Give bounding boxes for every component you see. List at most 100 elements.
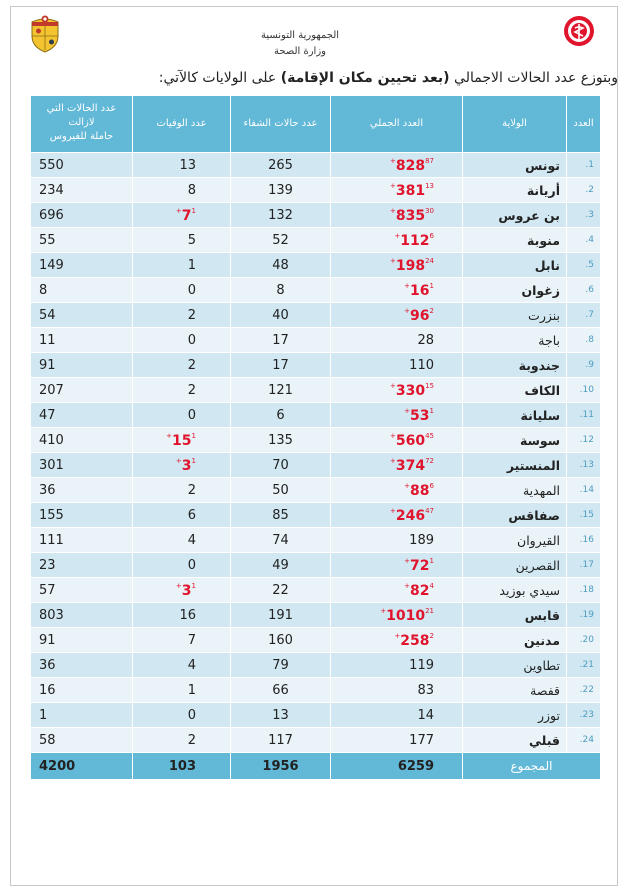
footer-deaths: 103 [132, 752, 231, 780]
total-increment: 6+ [394, 231, 434, 240]
total-cases-value: 96 [410, 307, 430, 324]
death-cases: 0 [132, 327, 231, 353]
death-cases: 0 [132, 402, 231, 428]
death-increment: 1+ [175, 206, 196, 215]
total-increment: 15+ [389, 381, 434, 390]
table-row: 16. القيروان 189 74 4 111 [30, 527, 601, 553]
row-number: 19. [566, 602, 601, 628]
recovered-cases: 132 [230, 202, 331, 228]
recovered-cases: 265 [230, 152, 331, 178]
death-cases: 2 [132, 302, 231, 328]
total-cases-value: 835 [395, 207, 426, 224]
recovered-cases: 52 [230, 227, 331, 253]
total-increment: 1+ [404, 556, 434, 565]
death-cases: 71+ [132, 202, 231, 228]
row-number: 8. [566, 327, 601, 353]
header-deaths: عدد الوفيات [132, 95, 231, 153]
governorate-name: تونس [462, 152, 567, 178]
tunisia-coat-of-arms-icon [28, 14, 62, 58]
total-increment: 72+ [389, 456, 434, 465]
active-cases: 36 [30, 477, 133, 503]
total-cases: 531+ [330, 402, 463, 428]
total-increment: 21+ [380, 606, 434, 615]
active-cases: 23 [30, 552, 133, 578]
row-number: 1. [566, 152, 601, 178]
death-cases-value: 0 [187, 557, 196, 573]
table-row: 1. تونس 82887+ 265 13 550 [30, 152, 601, 178]
total-cases-value: 381 [395, 182, 426, 199]
row-number: 10. [566, 377, 601, 403]
total-cases-value: 177 [409, 732, 434, 748]
total-increment: 87+ [389, 156, 434, 165]
active-cases: 550 [30, 152, 133, 178]
governorate-name: قبلي [462, 727, 567, 753]
death-cases: 5 [132, 227, 231, 253]
row-number: 16. [566, 527, 601, 553]
active-cases: 54 [30, 302, 133, 328]
total-cases-value: 189 [409, 532, 434, 548]
total-cases-value: 14 [417, 707, 434, 723]
active-cases: 47 [30, 402, 133, 428]
total-cases: 2582+ [330, 627, 463, 653]
governorate-name: القصرين [462, 552, 567, 578]
table-row: 7. بنزرت 962+ 40 2 54 [30, 302, 601, 328]
governorate-name: قابس [462, 602, 567, 628]
death-cases-value: 2 [187, 382, 196, 398]
row-number: 23. [566, 702, 601, 728]
table-row: 5. نابل 19824+ 48 1 149 [30, 252, 601, 278]
intro-bold: (بعد تحيين مكان الإقامة) [280, 70, 450, 86]
table-row: 23. توزر 14 13 0 1 [30, 702, 601, 728]
death-cases-value: 1 [187, 682, 196, 698]
governorate-name: باجة [462, 327, 567, 353]
total-cases-value: 1010 [386, 607, 426, 624]
death-cases-value: 2 [187, 482, 196, 498]
row-number: 12. [566, 427, 601, 453]
death-cases-value: 4 [187, 532, 196, 548]
death-cases: 2 [132, 727, 231, 753]
death-cases-value: 4 [187, 657, 196, 673]
table-row: 13. المنستير 37472+ 70 31+ 301 [30, 452, 601, 478]
recovered-cases: 13 [230, 702, 331, 728]
table-row: 21. تطاوين 119 79 4 36 [30, 652, 601, 678]
total-cases-value: 258 [400, 632, 430, 649]
total-cases: 1126+ [330, 227, 463, 253]
total-increment: 30+ [389, 206, 434, 215]
active-cases: 16 [30, 677, 133, 703]
intro-prefix: وبتوزع عدد الحالات الاجمالي [449, 70, 618, 86]
death-increment: 1+ [175, 581, 196, 590]
governorate-name: صفاقس [462, 502, 567, 528]
active-cases: 155 [30, 502, 133, 528]
death-cases: 2 [132, 377, 231, 403]
recovered-cases: 50 [230, 477, 331, 503]
table-body: 1. تونس 82887+ 265 13 550 2. أريانة 38113+ 139 8 23… [30, 152, 601, 753]
header-governorate: الولاية [462, 95, 567, 153]
total-cases: 886+ [330, 477, 463, 503]
death-cases: 1 [132, 252, 231, 278]
table-row: 15. صفاقس 24647+ 85 6 155 [30, 502, 601, 528]
row-number: 22. [566, 677, 601, 703]
active-cases: 91 [30, 627, 133, 653]
active-cases: 207 [30, 377, 133, 403]
recovered-cases: 17 [230, 327, 331, 353]
total-cases-value: 112 [400, 232, 430, 249]
death-cases: 31+ [132, 577, 231, 603]
death-cases-value: 0 [187, 707, 196, 723]
active-cases: 58 [30, 727, 133, 753]
death-cases-value: 5 [187, 232, 196, 248]
recovered-cases: 191 [230, 602, 331, 628]
death-cases-value: 15 [172, 432, 192, 449]
governorate-name: أريانة [462, 177, 567, 203]
table-row: 17. القصرين 721+ 49 0 23 [30, 552, 601, 578]
table-row: 22. قفصة 83 66 1 16 [30, 677, 601, 703]
governorate-name: بن عروس [462, 202, 567, 228]
total-cases: 721+ [330, 552, 463, 578]
active-cases: 55 [30, 227, 133, 253]
table-header-row: العدد الولاية العدد الجملي عدد حالات الش… [30, 95, 601, 153]
death-cases-value: 0 [187, 407, 196, 423]
active-cases: 149 [30, 252, 133, 278]
recovered-cases: 40 [230, 302, 331, 328]
total-cases: 56045+ [330, 427, 463, 453]
health-ministry-logo-icon [562, 14, 596, 54]
governorate-name: نابل [462, 252, 567, 278]
recovered-cases: 79 [230, 652, 331, 678]
